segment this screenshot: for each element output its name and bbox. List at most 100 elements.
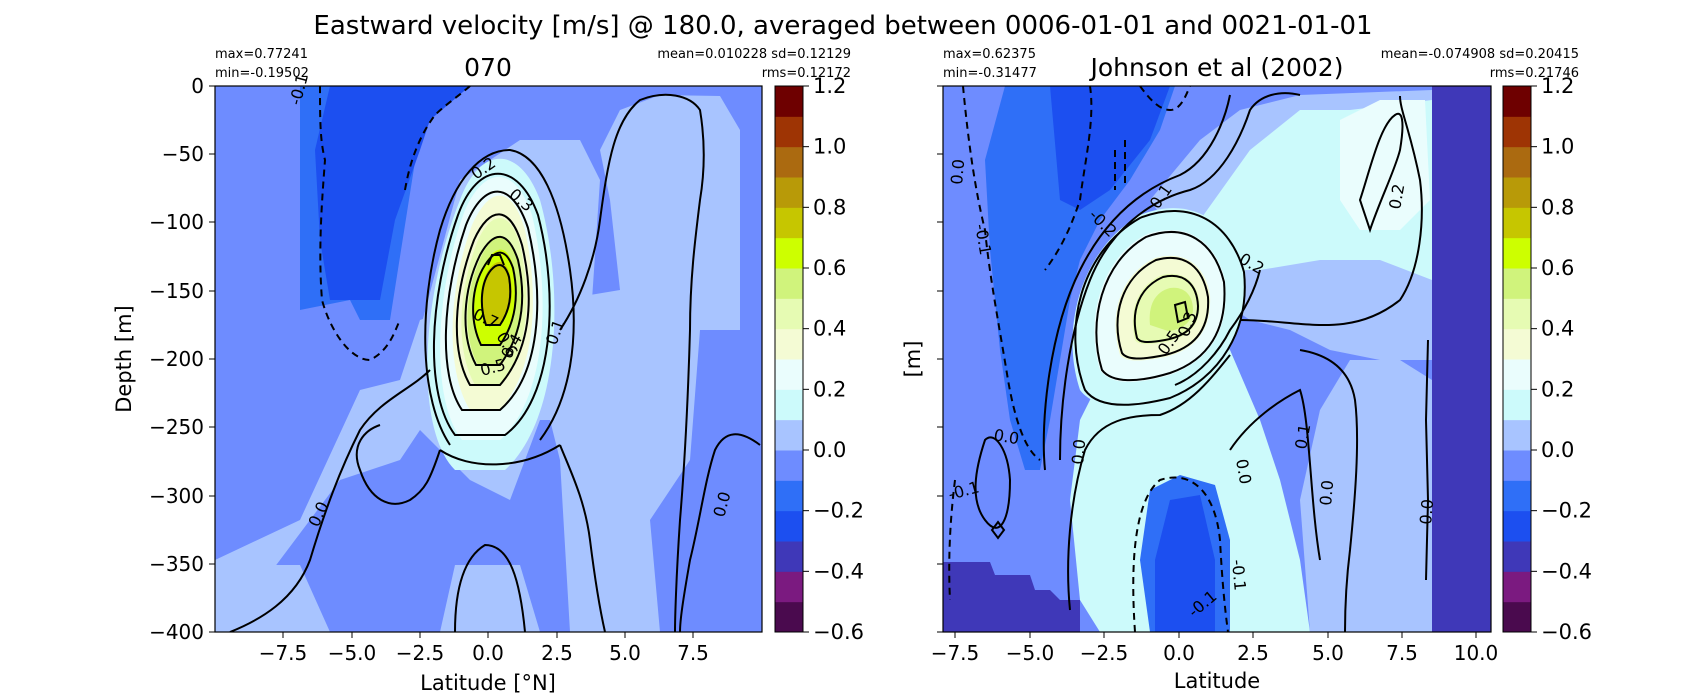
stats-min: min=-0.31477 (943, 66, 1037, 81)
heatmap-left (215, 86, 762, 632)
colorbar-swatch (1503, 510, 1531, 542)
ytick-label: −150 (149, 279, 204, 303)
stats-rms: rms=0.21746 (1490, 66, 1579, 81)
colorbar-tick-label: 1.2 (813, 74, 846, 98)
colorbar-left: −0.6 −0.4 −0.2 0.0 0.2 0.4 0.6 0.8 1.0 1.2 (774, 74, 864, 644)
colorbar-swatch (775, 177, 803, 208)
stats-max: max=0.62375 (943, 47, 1036, 62)
colorbar-swatch (775, 237, 803, 269)
colorbar-swatch (775, 86, 803, 117)
panel-right: 0.0 -0.1 -0.2 0.1 0.2 0.2 0.5 0.3 0.0 0.… (901, 47, 1579, 693)
colorbar-swatch (775, 207, 803, 239)
contour-label: 0.0 (992, 425, 1020, 448)
contour-label: 0.2 (1385, 182, 1408, 210)
xtick-label: −5.0 (328, 641, 377, 665)
colorbar-frame (1502, 85, 1532, 633)
panel-title-right: Johnson et al (2002) (1089, 53, 1344, 82)
xtick-label: −7.5 (931, 641, 980, 665)
colorbar-swatch (1503, 601, 1531, 633)
xtick-label: 2.5 (541, 641, 573, 665)
xtick-label: 0.0 (472, 641, 504, 665)
xtick-label: 0.0 (1163, 641, 1195, 665)
xaxis-left: −7.5 −5.0 −2.5 0.0 2.5 5.0 7.5 (259, 632, 709, 665)
colorbar-tick-label: 0.8 (1541, 195, 1574, 219)
panel-title-left: 070 (464, 53, 512, 82)
contour-label: -0.1 (1228, 559, 1250, 592)
colorbar-tick-label: 0.4 (1541, 317, 1574, 341)
colorbar-swatch (775, 389, 803, 421)
colorbar-tick-label: 0.8 (813, 195, 846, 219)
colorbar-tick-label: −0.4 (813, 559, 864, 583)
xtick-label: −2.5 (396, 641, 445, 665)
colorbar-tick-label: −0.4 (1541, 559, 1592, 583)
colorbar-swatch (1503, 207, 1531, 239)
colorbar-swatch (1503, 389, 1531, 421)
colorbar-swatch (775, 510, 803, 542)
colorbar-swatch (775, 146, 803, 178)
colorbar-swatch (1503, 450, 1531, 481)
colorbar-swatch (775, 541, 803, 572)
ytick-label: 0 (191, 74, 204, 98)
colorbar-tick-label: −0.2 (813, 499, 864, 523)
xtick-label: 5.0 (1312, 641, 1344, 665)
colorbar-swatch (1503, 298, 1531, 330)
contour-label: 0.1 (1291, 422, 1314, 450)
colorbar-tick-label: 0.2 (1541, 377, 1574, 401)
colorbar-tick-label: 1.0 (1541, 135, 1574, 159)
yaxis-left: 0 −50 −100 −150 −200 −250 −300 −350 −400 (149, 74, 215, 644)
colorbar-tick-label: 0.6 (1541, 256, 1574, 280)
xaxis-label-left: Latitude [°N] (420, 671, 556, 695)
colorbar-swatch (1503, 86, 1531, 117)
xtick-label: 10.0 (1454, 641, 1499, 665)
xtick-label: 5.0 (609, 641, 641, 665)
colorbar-swatch (1503, 541, 1531, 572)
contour-label: 0.0 (1232, 457, 1255, 485)
colorbar-swatch (775, 328, 803, 360)
heatmap-right (943, 86, 1491, 632)
stats-mean-sd: mean=0.010228 sd=0.12129 (657, 47, 851, 62)
contour-label: 0.0 (1068, 438, 1089, 465)
colorbar-tick-label: 0.2 (813, 377, 846, 401)
colorbar-tick-label: 1.2 (1541, 74, 1574, 98)
colorbar-right: −0.6 −0.4 −0.2 0.0 0.2 0.4 0.6 0.8 1.0 1.2 (1502, 74, 1592, 644)
stats-min: min=-0.19502 (215, 66, 309, 81)
colorbar-tick-label: −0.6 (813, 620, 864, 644)
panel-left: 0.2 0.3 0.7 0.6 0.4 0.5 0.1 0.0 0.0 -0.1… (112, 47, 851, 695)
colorbar-swatch (1503, 177, 1531, 208)
colorbar-swatch (775, 359, 803, 390)
colorbar-tick-label: 1.0 (813, 135, 846, 159)
colorbar-swatch (1503, 146, 1531, 178)
yaxis-label-left: Depth [m] (112, 305, 136, 412)
colorbar-swatch (1503, 571, 1531, 603)
figure-suptitle: Eastward velocity [m/s] @ 180.0, average… (313, 11, 1372, 41)
yaxis-right (937, 85, 943, 633)
ytick-label: −50 (162, 142, 204, 166)
contour-label: 0.0 (1316, 479, 1337, 506)
colorbar-tick-label: −0.2 (1541, 499, 1592, 523)
ytick-label: −250 (149, 415, 204, 439)
colorbar-swatch (1503, 359, 1531, 390)
ytick-label: −300 (149, 484, 204, 508)
colorbar-swatch (775, 450, 803, 481)
colorbar-tick-label: 0.6 (813, 256, 846, 280)
colorbar-swatch (775, 298, 803, 330)
colorbar-tick-label: 0.0 (1541, 438, 1574, 462)
colorbar-tick-label: 0.0 (813, 438, 846, 462)
colorbar-tick-label: −0.6 (1541, 620, 1592, 644)
colorbar-swatch (1503, 328, 1531, 360)
xtick-label: 7.5 (1386, 641, 1418, 665)
ytick-label: −400 (149, 620, 204, 644)
colorbar-swatch (775, 419, 803, 451)
colorbar-swatch (1503, 419, 1531, 451)
stats-rms: rms=0.12172 (762, 66, 851, 81)
ytick-label: −200 (149, 347, 204, 371)
xtick-label: 7.5 (677, 641, 709, 665)
xtick-label: −2.5 (1080, 641, 1129, 665)
stats-max: max=0.77241 (215, 47, 308, 62)
colorbar-swatch (775, 601, 803, 633)
contour-label: 0.0 (1416, 498, 1437, 525)
stats-mean-sd: mean=-0.074908 sd=0.20415 (1381, 47, 1579, 62)
colorbar-frame (774, 85, 804, 633)
colorbar-swatch (775, 116, 803, 148)
